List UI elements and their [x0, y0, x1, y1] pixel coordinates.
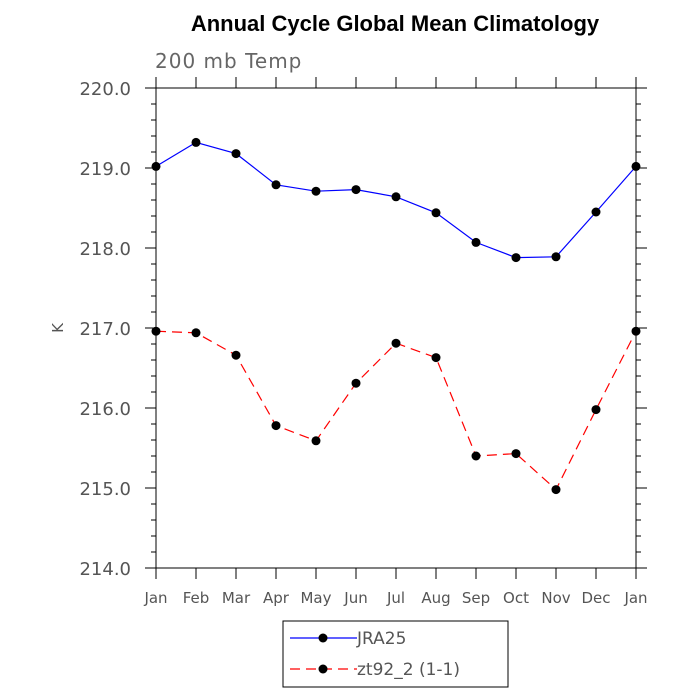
legend-marker — [318, 633, 328, 643]
x-tick-label: May — [300, 589, 331, 607]
data-point — [471, 237, 481, 247]
data-point — [551, 485, 561, 495]
data-point — [431, 208, 441, 218]
data-point — [551, 252, 561, 262]
data-point — [391, 338, 401, 348]
y-tick-label: 214.0 — [79, 559, 131, 580]
series-layer — [151, 137, 641, 495]
axis-ticks — [145, 77, 647, 579]
data-point — [191, 328, 201, 338]
y-tick-label: 217.0 — [79, 319, 131, 340]
data-point — [271, 180, 281, 190]
data-point — [511, 449, 521, 459]
series-line — [155, 330, 637, 491]
data-point — [231, 350, 241, 360]
x-tick-label: Apr — [263, 589, 290, 607]
x-tick-label: Feb — [183, 589, 210, 607]
data-point — [191, 137, 201, 147]
chart-subtitle: 200 mb Temp — [155, 49, 302, 73]
data-point — [631, 161, 641, 171]
x-tick-label: Jan — [623, 589, 647, 607]
x-tick-label: Sep — [462, 589, 490, 607]
legend: JRA25 zt92_2 (1-1) — [282, 620, 509, 688]
data-point — [591, 207, 601, 217]
data-point — [431, 353, 441, 363]
data-point — [311, 436, 321, 446]
data-point — [271, 421, 281, 431]
y-tick-label: 216.0 — [79, 399, 131, 420]
x-tick-label: Jul — [386, 589, 405, 607]
data-point — [591, 405, 601, 415]
data-point — [311, 186, 321, 196]
x-tick-label: Nov — [541, 589, 570, 607]
x-tick-label: Mar — [222, 589, 251, 607]
y-tick-labels: 214.0 215.0 216.0 217.0 218.0 219.0 220.0 — [79, 79, 131, 580]
data-point — [351, 378, 361, 388]
y-tick-label: 219.0 — [79, 159, 131, 180]
y-tick-label: 218.0 — [79, 239, 131, 260]
data-point — [151, 161, 161, 171]
data-point — [151, 326, 161, 336]
y-axis-label: K — [49, 322, 67, 333]
x-tick-label: Jan — [143, 589, 167, 607]
legend-box — [282, 620, 509, 688]
y-tick-label: 220.0 — [79, 79, 131, 100]
data-point — [471, 451, 481, 461]
data-point — [391, 192, 401, 202]
data-point — [231, 149, 241, 159]
data-point — [511, 253, 521, 263]
legend-marker — [318, 664, 328, 674]
x-tick-labels: Jan Feb Mar Apr May Jun Jul Aug Sep Oct Nov Dec Jan — [143, 589, 647, 607]
chart-title: Annual Cycle Global Mean Climatology — [191, 11, 600, 36]
y-tick-label: 215.0 — [79, 479, 131, 500]
x-tick-label: Oct — [503, 589, 529, 607]
series-0 — [151, 137, 641, 263]
legend-label: JRA25 — [356, 629, 406, 649]
legend-label: zt92_2 (1-1) — [357, 660, 460, 680]
plot-frame — [155, 87, 637, 569]
series-1 — [151, 326, 641, 495]
x-tick-label: Jun — [343, 589, 367, 607]
x-tick-label: Aug — [421, 589, 450, 607]
x-tick-label: Dec — [581, 589, 610, 607]
data-point — [631, 326, 641, 336]
data-point — [351, 185, 361, 195]
